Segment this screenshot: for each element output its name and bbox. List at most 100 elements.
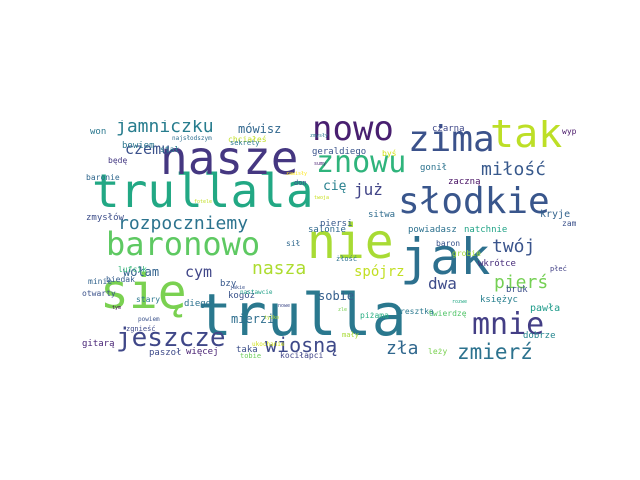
word-plec: płeć: [550, 265, 567, 273]
word-nowo: nowo: [312, 120, 394, 149]
word-mnie: mnie: [472, 307, 545, 342]
word-slodkie: słodkie: [398, 181, 550, 222]
word-kocilapci: kociłapci: [280, 351, 324, 360]
word-gitara: gitarą: [82, 339, 115, 349]
word-jeszcze: jeszcze: [116, 323, 226, 353]
word-natchnie: natchnie: [464, 225, 508, 235]
word-sobie: sobie: [318, 289, 355, 303]
word-pawla: pawła: [530, 303, 561, 314]
word-zgniesc: zgnieść: [126, 325, 156, 333]
word-chciales: chciałeś: [228, 135, 267, 144]
word-cym: cym: [185, 263, 213, 281]
word-zaczna: zaczną: [448, 177, 481, 187]
word-wiecej: więcej: [186, 347, 219, 357]
word-zawisly: zawisły: [286, 171, 308, 177]
word-lezy: leży: [428, 347, 448, 356]
word-wkrotce: wkrótce: [478, 259, 516, 269]
word-kryje: kryje: [540, 209, 571, 220]
word-cie: cię: [323, 179, 347, 194]
word-tobie: tobie: [240, 352, 262, 360]
word-powiadasz: powiadasz: [408, 225, 457, 235]
word-kogoz: kogóż: [228, 291, 256, 301]
word-ukochanie: ukochanie: [252, 341, 285, 348]
word-piersi: piersi: [320, 219, 353, 229]
word-zmyslow: zmysłów: [86, 213, 124, 223]
word-zle: zle: [338, 307, 348, 313]
word-sumy: sumy: [314, 161, 327, 167]
word-sekrety: sekrety: [230, 139, 260, 147]
word-stal: stał: [160, 145, 180, 154]
word-tym: tym: [112, 305, 122, 311]
word-mowisz: mówisz: [238, 122, 282, 136]
word-wolam: wołam: [123, 265, 160, 279]
word-fotele: fotele: [194, 199, 213, 205]
word-jakie: jakie: [230, 285, 246, 291]
word-won: won: [90, 127, 107, 137]
word-milosc: miłość: [481, 159, 547, 180]
word-jamniczku: jamniczku: [116, 120, 214, 137]
word-cloud: trulla trullala nasze nie jak się słodki…: [80, 120, 576, 364]
word-jak: jak: [400, 228, 491, 286]
word-twoj: twój: [492, 236, 536, 257]
word-biedak: biedak: [106, 275, 135, 284]
word-dobrze: dobrze: [523, 331, 556, 341]
word-rozwe: rozwe: [452, 299, 468, 305]
word-taka: taka: [236, 345, 258, 355]
word-ksiezyc: księżyc: [480, 295, 518, 305]
word-sil: sił: [286, 239, 301, 248]
word-piers: pierś: [494, 272, 549, 293]
word-sie: się: [100, 264, 187, 320]
word-nastawcie: nastawcie: [240, 289, 273, 296]
word-diego: diego: [184, 299, 212, 309]
word-pizama: piżama: [360, 311, 389, 320]
word-otwarty: otwarty: [82, 289, 116, 298]
word-znowu: znowu: [316, 145, 407, 180]
word-czarna: czarna: [432, 124, 465, 134]
word-bowiem: bowiem: [122, 141, 155, 151]
word-tylko: tylko: [264, 315, 280, 321]
word-mierzi: mierzi: [231, 312, 275, 326]
word-spojrz: spójrz: [354, 264, 405, 280]
word-zamarzl: zamarzł: [562, 219, 576, 228]
word-nowe: nowe: [278, 303, 291, 309]
word-don: don: [294, 179, 307, 187]
word-wiosna: wiosną: [265, 333, 338, 357]
word-salonie: salonie: [308, 225, 346, 235]
word-paszol: paszoł: [149, 348, 182, 358]
word-nasze: nasze: [160, 131, 299, 185]
word-zmysly: zmysły: [310, 133, 329, 139]
word-trulla: trulla: [197, 281, 407, 349]
word-gonil: gonił: [420, 163, 448, 173]
word-bys: byś: [382, 149, 397, 158]
word-najslodszym: najsłodszym: [172, 135, 212, 142]
word-baronie: baronie: [86, 173, 120, 182]
word-twierdze: twierdzę: [428, 309, 467, 318]
word-stary: stary: [136, 295, 161, 304]
word-powiem: powiem: [138, 316, 160, 323]
word-tak: tak: [490, 120, 563, 157]
word-zlosc: żłość: [336, 255, 358, 263]
word-geraldiego: geraldiego: [312, 147, 367, 157]
word-nasza: nasza: [252, 258, 307, 279]
word-zima: zima: [408, 120, 495, 160]
word-dwa: dwa: [428, 274, 457, 293]
word-trullala: trullala: [92, 164, 314, 218]
word-minie: minie: [88, 277, 113, 286]
word-sitwa: sitwa: [368, 210, 396, 220]
word-grobie: grobie: [452, 249, 481, 258]
word-twoja: twoja: [314, 195, 330, 201]
word-rozpoczniemy: rozpoczniemy: [118, 213, 249, 234]
word-bzy: bzy: [220, 279, 237, 289]
word-zla: zła: [386, 338, 419, 359]
word-maly: mały: [342, 331, 359, 339]
word-juz: już: [354, 180, 383, 199]
word-resztka: resztką: [400, 307, 434, 316]
word-baron: baron: [436, 239, 461, 248]
word-wypchnie: wypchnie: [562, 127, 576, 136]
word-lufcik: lufcik: [118, 265, 147, 274]
word-bruk: bruk: [506, 285, 528, 295]
word-nie: nie: [307, 214, 394, 270]
word-zmierz: zmierź: [457, 340, 533, 364]
word-czemu: czemu: [125, 140, 171, 158]
word-bede: będę: [108, 156, 128, 165]
